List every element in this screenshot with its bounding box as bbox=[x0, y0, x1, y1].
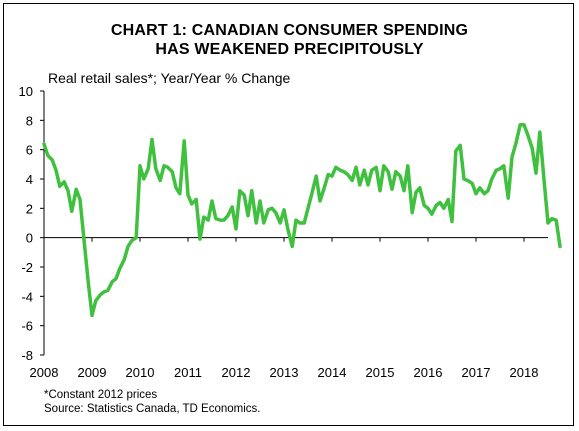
y-tick-label: -8 bbox=[21, 348, 33, 363]
x-tick-label: 2018 bbox=[510, 365, 539, 380]
chart-frame bbox=[3, 3, 574, 426]
chart-title-line-1: CHART 1: CANADIAN CONSUMER SPENDING bbox=[110, 22, 469, 39]
x-tick-label: 2010 bbox=[126, 365, 155, 380]
y-tick-label: -6 bbox=[21, 319, 33, 334]
source-note: Source: Statistics Canada, TD Economics. bbox=[44, 403, 261, 415]
chart-title-line-2: HAS WEAKENED PRECIPITOUSLY bbox=[155, 41, 424, 58]
x-tick-label: 2012 bbox=[222, 365, 251, 380]
y-tick-label: 6 bbox=[26, 143, 33, 158]
x-tick-label: 2015 bbox=[366, 365, 395, 380]
y-tick-label: -2 bbox=[21, 260, 33, 275]
y-axis-label: Real retail sales*; Year/Year % Change bbox=[48, 70, 291, 86]
y-tick-label: 8 bbox=[26, 113, 33, 128]
y-tick-label: 0 bbox=[26, 231, 33, 246]
x-tick-label: 2013 bbox=[270, 365, 299, 380]
x-tick-label: 2009 bbox=[78, 365, 107, 380]
footnote: *Constant 2012 prices bbox=[44, 389, 158, 401]
x-tick-label: 2014 bbox=[318, 365, 347, 380]
y-tick-label: -4 bbox=[21, 289, 33, 304]
x-tick-label: 2011 bbox=[174, 365, 202, 380]
series-line bbox=[42, 122, 562, 318]
x-tick-label: 2016 bbox=[414, 365, 443, 380]
y-tick-label: 2 bbox=[26, 201, 33, 216]
y-tick-label: 4 bbox=[26, 172, 33, 187]
x-tick-label: 2017 bbox=[462, 365, 491, 380]
y-tick-label: 10 bbox=[19, 84, 33, 99]
x-tick-label: 2008 bbox=[30, 365, 59, 380]
